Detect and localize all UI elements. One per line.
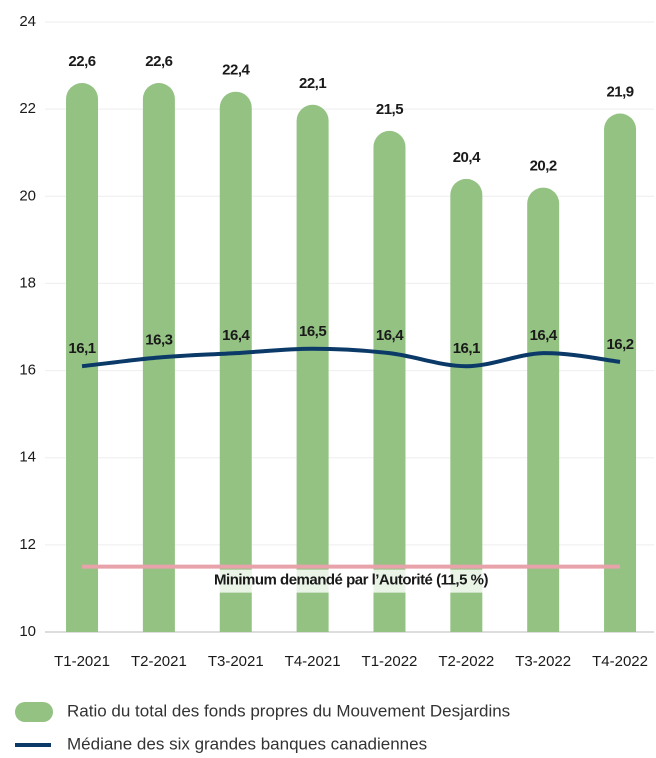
annotation-bg xyxy=(182,569,520,593)
line xyxy=(81,346,621,369)
y-tick-label: 12 xyxy=(19,536,36,553)
line-value-label: 16,5 xyxy=(299,323,326,340)
line-value-label: 16,4 xyxy=(376,327,404,344)
legend-label: Médiane des six grandes banques canadien… xyxy=(67,734,427,753)
x-tick-label: T3-2021 xyxy=(208,653,264,670)
line-value-label: 16,1 xyxy=(453,340,480,357)
bar-value-label: 20,4 xyxy=(453,149,481,166)
bar-value-label: 22,6 xyxy=(68,53,95,70)
line-value-label: 16,4 xyxy=(530,327,558,344)
bar xyxy=(219,91,252,632)
line-value-label: 16,4 xyxy=(222,327,250,344)
bar-value-label: 22,4 xyxy=(222,62,250,79)
y-tick-label: 10 xyxy=(19,623,36,640)
y-tick-label: 14 xyxy=(19,449,36,466)
bar-value-label: 21,5 xyxy=(376,101,403,118)
x-tick-label: T2-2021 xyxy=(131,653,187,670)
bar xyxy=(66,83,99,632)
legend-swatch xyxy=(15,702,53,722)
bar-value-label: 22,1 xyxy=(299,75,326,92)
bar-value-label: 22,6 xyxy=(145,53,172,70)
x-tick-label: T1-2021 xyxy=(54,653,110,670)
x-tick-label: T2-2022 xyxy=(438,653,494,670)
bar xyxy=(373,130,406,632)
x-tick-label: T4-2021 xyxy=(285,653,341,670)
legend-label: Ratio du total des fonds propres du Mouv… xyxy=(67,701,510,720)
bar xyxy=(527,187,560,633)
y-tick-label: 18 xyxy=(19,274,36,291)
bar xyxy=(604,113,637,632)
y-tick-label: 20 xyxy=(19,187,36,204)
line-value-label: 16,3 xyxy=(145,331,172,348)
y-tick-label: 24 xyxy=(19,13,36,30)
x-tick-label: T3-2022 xyxy=(515,653,571,670)
y-tick-label: 16 xyxy=(19,362,36,379)
bar-value-label: 21,9 xyxy=(606,83,633,100)
bar xyxy=(296,104,329,633)
line-value-label: 16,1 xyxy=(68,340,95,357)
x-tick-label: T4-2022 xyxy=(592,653,648,670)
reference-label: Minimum demandé par l’Autorité (11,5 %) xyxy=(214,572,488,589)
bar xyxy=(450,178,483,632)
x-tick-label: T1-2022 xyxy=(362,653,418,670)
line-value-label: 16,2 xyxy=(606,336,633,353)
bar-value-label: 20,2 xyxy=(530,158,557,175)
y-tick-label: 22 xyxy=(19,100,36,117)
